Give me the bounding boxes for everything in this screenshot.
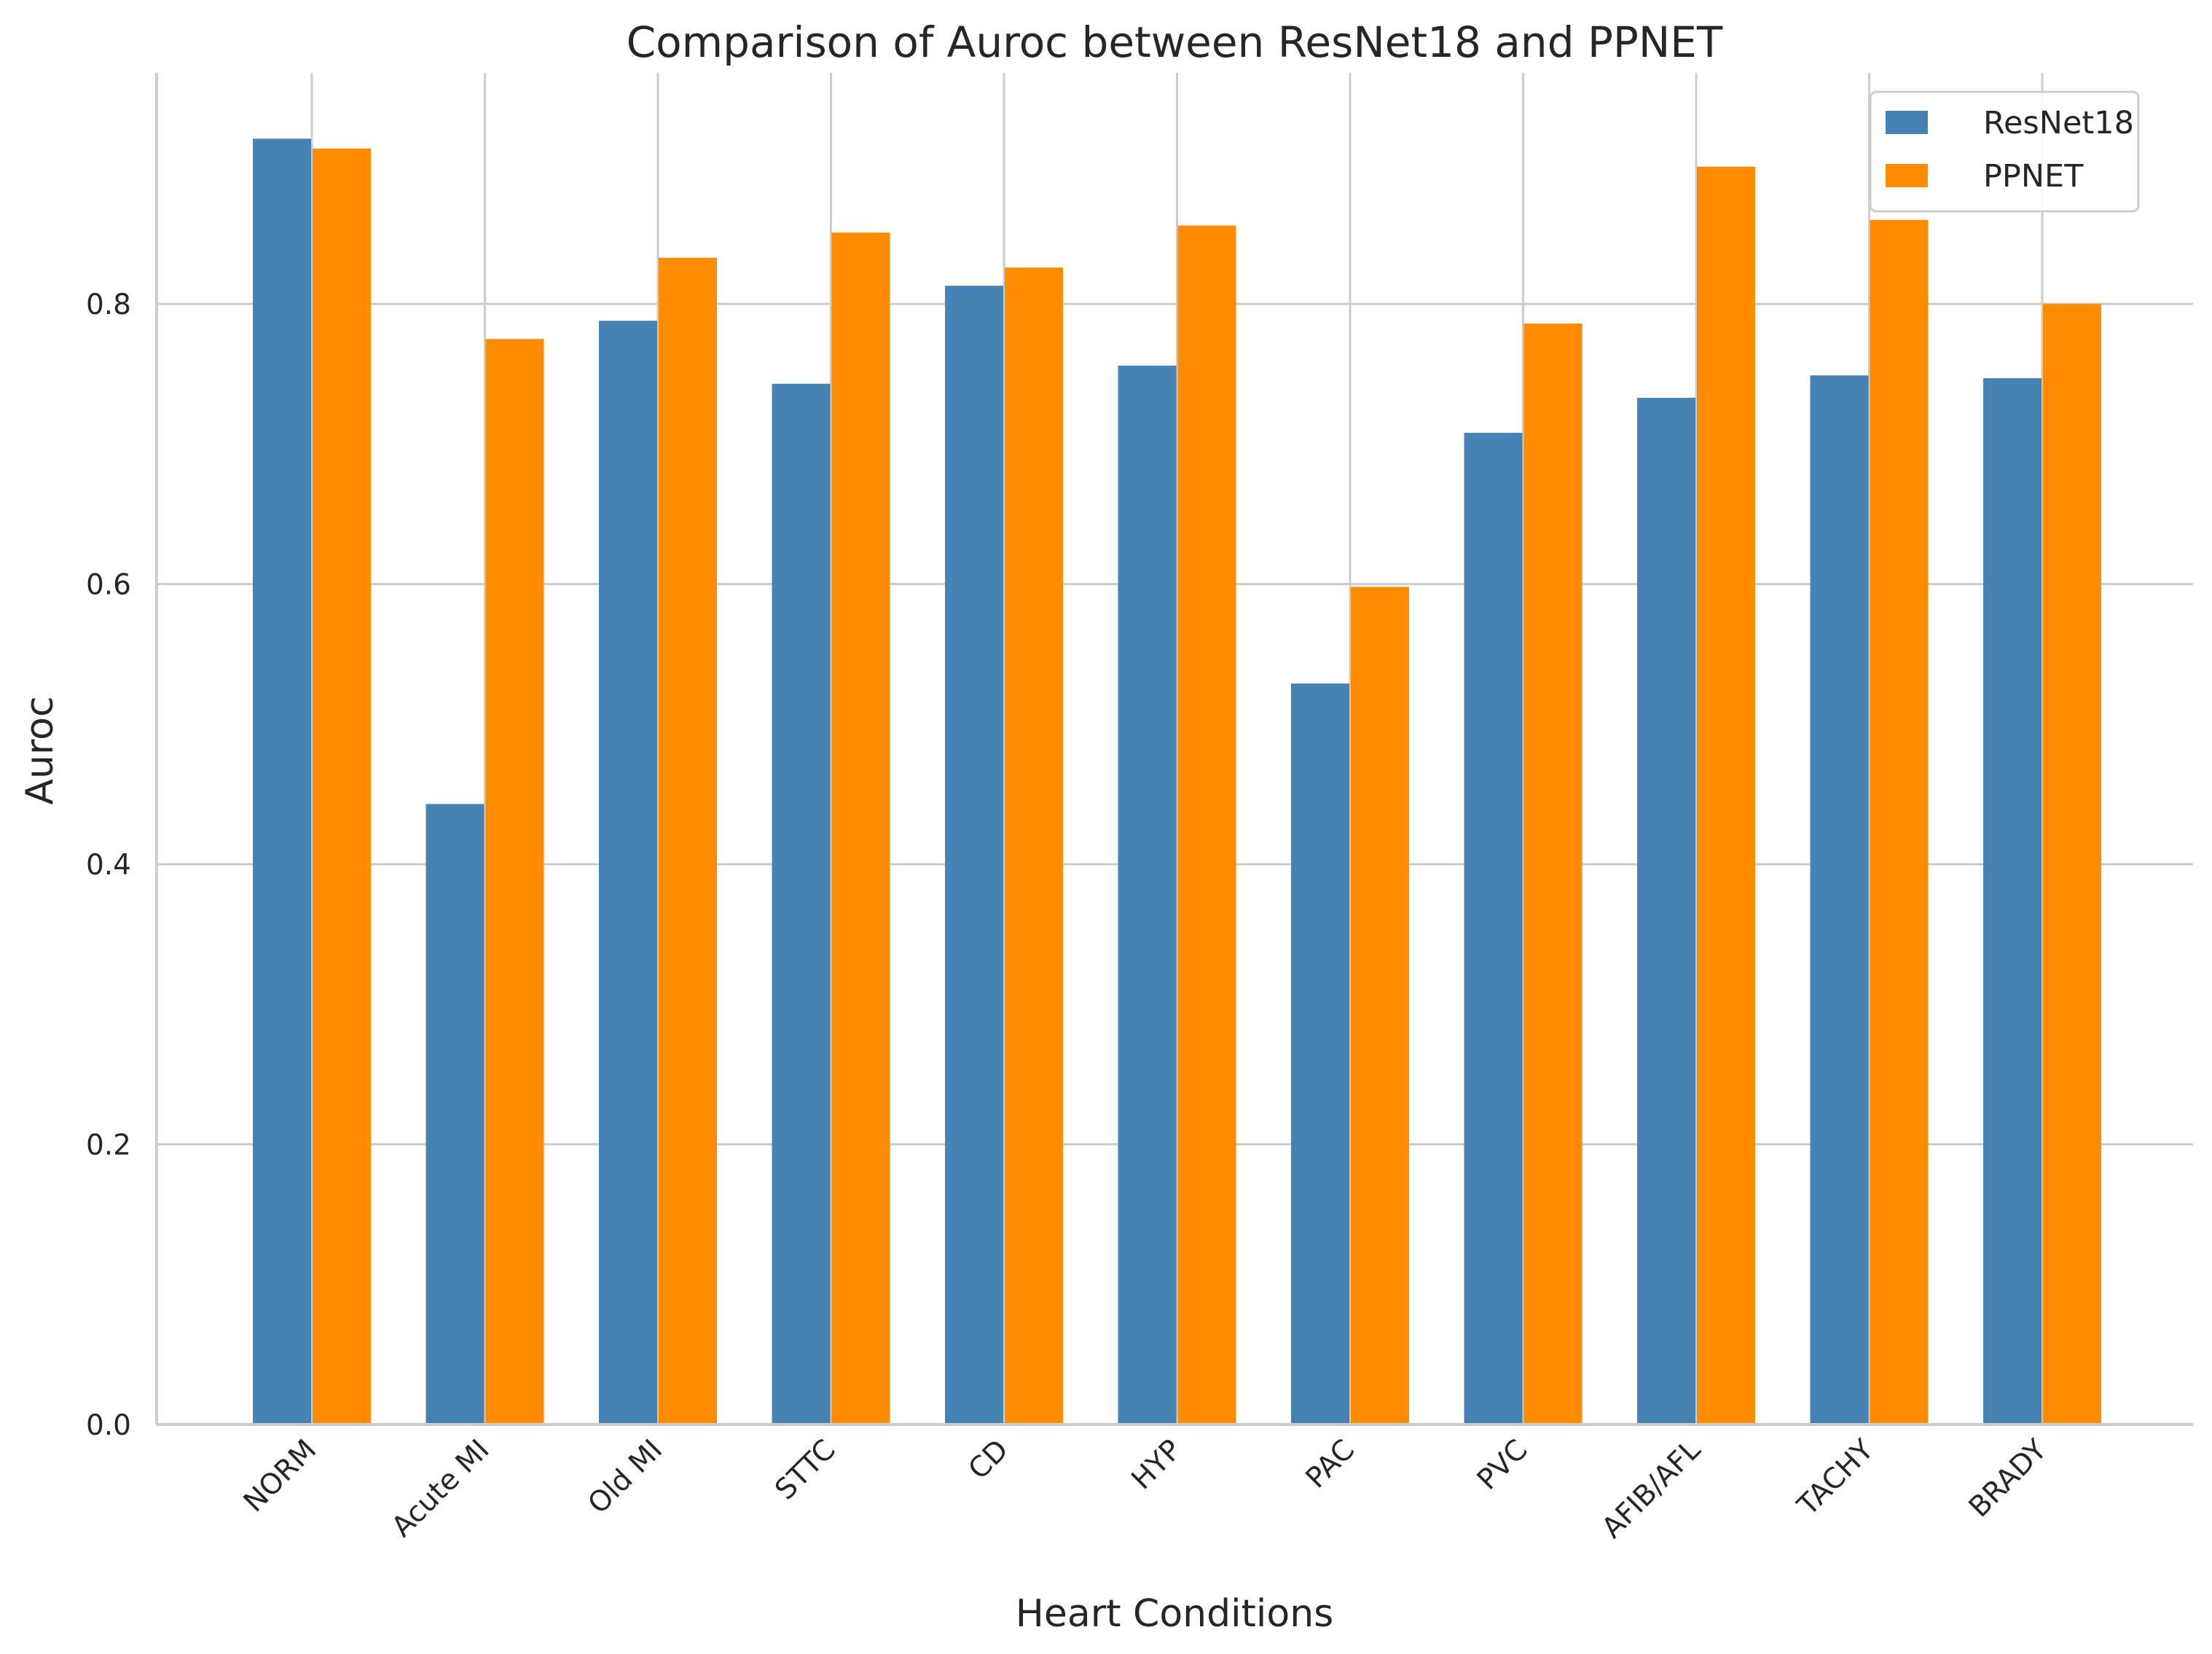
chart-title: Comparison of Auroc between ResNet18 and… <box>627 17 1723 67</box>
bar-resnet18-tachy <box>1810 375 1869 1425</box>
bar-ppnet-pac <box>1351 587 1409 1424</box>
x-tick-label: NORM <box>238 1433 323 1518</box>
x-tick-label: TACHY <box>1791 1433 1880 1523</box>
bar-resnet18-brady <box>1983 378 2042 1424</box>
bar-resnet18-pvc <box>1464 433 1523 1424</box>
y-tick-label: 0.2 <box>86 1129 131 1162</box>
legend-swatch-resnet18 <box>1886 111 1928 134</box>
bar-resnet18-sttc <box>772 383 831 1424</box>
bar-ppnet-old-mi <box>659 257 717 1424</box>
x-tick-label: STTC <box>769 1433 842 1506</box>
bar-ppnet-cd <box>1005 267 1063 1424</box>
legend-label-ppnet: PPNET <box>1983 158 2084 195</box>
bar-resnet18-pac <box>1291 683 1349 1424</box>
bar-resnet18-acute-mi <box>425 804 485 1424</box>
x-tick-label: PVC <box>1471 1433 1534 1497</box>
legend-label-resnet18: ResNet18 <box>1983 105 2134 141</box>
bar-ppnet-afib-afl <box>1697 166 1755 1425</box>
bar-ppnet-tachy <box>1870 219 1929 1425</box>
x-tick-labels: NORM Acute MI Old MI STTC CD HYP PAC PVC AFIB/AF… <box>238 1433 2053 1545</box>
axes <box>155 73 2193 1426</box>
bar-resnet18-old-mi <box>599 321 657 1424</box>
bar-resnet18-norm <box>253 138 311 1424</box>
bar-resnet18-cd <box>945 286 1003 1424</box>
bar-resnet18-hyp <box>1118 365 1177 1424</box>
y-tick-labels: 0.0 0.2 0.4 0.6 0.8 <box>86 289 131 1442</box>
x-tick-label: AFIB/AFL <box>1596 1433 1707 1545</box>
bar-ppnet-hyp <box>1177 225 1236 1424</box>
y-tick-label: 0.6 <box>86 569 131 602</box>
x-tick-label: CD <box>962 1433 1015 1486</box>
bar-ppnet-pvc <box>1523 324 1582 1424</box>
x-tick-label: BRADY <box>1963 1433 2053 1524</box>
y-tick-label: 0.8 <box>86 289 131 321</box>
legend: ResNet18 PPNET <box>1869 90 2140 213</box>
legend-swatch-ppnet <box>1886 164 1928 187</box>
legend-frame <box>1869 90 2140 213</box>
bar-ppnet-norm <box>313 148 371 1425</box>
x-tick-label: PAC <box>1300 1433 1361 1494</box>
y-tick-label: 0.4 <box>86 849 131 882</box>
bar-ppnet-acute-mi <box>485 339 544 1424</box>
bar-ppnet-brady <box>2043 304 2101 1425</box>
y-axis-label: Auroc <box>18 696 62 804</box>
bar-ppnet-sttc <box>831 232 890 1424</box>
bar-resnet18-afib-afl <box>1637 397 1695 1424</box>
y-tick-label: 0.0 <box>86 1409 131 1442</box>
x-tick-label: HYP <box>1126 1433 1188 1496</box>
x-axis-label: Heart Conditions <box>1016 1592 1334 1636</box>
x-tick-label: Acute MI <box>385 1433 495 1543</box>
x-tick-label: Old MI <box>582 1433 669 1520</box>
bars <box>253 138 2101 1425</box>
